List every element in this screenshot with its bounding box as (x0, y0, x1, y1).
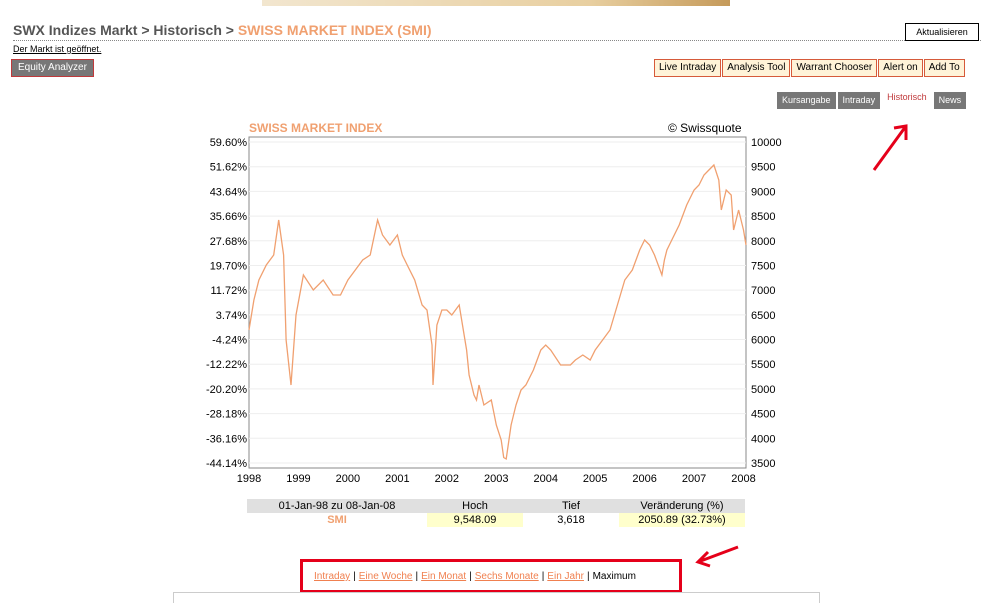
right-tick-label: 9000 (751, 186, 775, 198)
left-tick-label: 51.62% (210, 162, 248, 174)
right-tick-label: 5500 (751, 359, 775, 371)
x-tick-label: 2008 (731, 473, 755, 485)
right-tick-label: 6500 (751, 310, 775, 322)
tab-intraday[interactable]: Intraday (836, 91, 882, 110)
chart-source: © Swissquote (668, 121, 742, 135)
x-tick-label: 2005 (583, 473, 607, 485)
tab-kursangabe[interactable]: Kursangabe (776, 91, 837, 110)
col-high: Hoch (427, 499, 523, 513)
period-intraday[interactable]: Intraday (314, 571, 351, 582)
left-tick-label: -36.16% (206, 433, 247, 445)
low-value: 3,618 (557, 514, 585, 526)
alert-on-button[interactable]: Alert on (878, 59, 923, 77)
period-selector: Intraday | Eine Woche | Ein Monat | Sechs Mona… (300, 559, 682, 593)
x-tick-label: 2007 (682, 473, 706, 485)
tab-historisch[interactable]: Historisch (881, 91, 933, 104)
chart-title: SWISS MARKET INDEX (249, 121, 383, 135)
high-value: 9,548.09 (427, 513, 523, 527)
col-low: Tief (523, 499, 619, 513)
left-tick-label: -28.18% (206, 409, 247, 421)
view-tabs: Kursangabe Intraday Historisch News (776, 91, 968, 110)
left-tick-label: 19.70% (210, 260, 248, 272)
right-tick-label: 8500 (751, 211, 775, 223)
top-banner[interactable] (262, 0, 730, 6)
right-tick-label: 7500 (751, 260, 775, 272)
col-change: Veränderung (%) (619, 499, 745, 513)
left-tick-label: -12.22% (206, 359, 247, 371)
tab-news[interactable]: News (932, 91, 968, 110)
analysis-tool-button[interactable]: Analysis Tool (722, 59, 791, 77)
warrant-chooser-button[interactable]: Warrant Chooser (791, 59, 878, 77)
right-tick-label: 10000 (751, 137, 782, 149)
x-tick-label: 2001 (385, 473, 409, 485)
smi-series-line (248, 163, 747, 461)
add-to-button[interactable]: Add To (923, 59, 965, 77)
right-tick-label: 6000 (751, 335, 775, 347)
left-tick-label: 11.72% (211, 285, 248, 297)
left-tick-label: -20.20% (206, 384, 247, 396)
left-tick-label: -44.14% (206, 458, 247, 470)
period-maximum: Maximum (592, 571, 636, 582)
lower-panel (173, 592, 820, 603)
x-tick-label: 1998 (237, 473, 261, 485)
separator: | (353, 571, 356, 582)
period-six-months[interactable]: Sechs Monate (474, 571, 539, 582)
breadcrumb-current: SWISS MARKET INDEX (SMI) (237, 22, 432, 38)
separator: | (469, 571, 472, 582)
summary-row: SMI 9,548.09 3,618 2050.89 (32.73%) (247, 513, 745, 527)
market-status-link[interactable]: Der Markt ist geöffnet. (13, 44, 102, 54)
header-divider (13, 40, 981, 41)
index-name: SMI (327, 514, 347, 526)
x-tick-label: 2006 (632, 473, 656, 485)
tool-toolbar: Live Intraday Analysis Tool Warrant Choo… (653, 59, 965, 77)
right-tick-label: 9500 (751, 162, 775, 174)
x-tick-label: 2002 (435, 473, 459, 485)
right-tick-label: 7000 (751, 285, 775, 297)
right-tick-label: 3500 (751, 458, 775, 470)
summary-header-row: 01-Jan-98 zu 08-Jan-08 Hoch Tief Verände… (247, 499, 745, 513)
live-intraday-button[interactable]: Live Intraday (654, 59, 722, 77)
period-one-month[interactable]: Ein Monat (421, 571, 467, 582)
left-tick-label: 35.66% (210, 211, 248, 223)
right-tick-label: 4000 (751, 433, 775, 445)
left-tick-label: 59.60% (210, 137, 248, 149)
left-tick-label: -4.24% (212, 335, 247, 347)
change-value: 2050.89 (32.73%) (619, 513, 745, 527)
annotation-arrow-tab (868, 118, 918, 179)
smi-chart: 59.60% 10000 51.62% 9500 43.64% 9000 35.66% 850… (206, 136, 782, 485)
refresh-button[interactable]: Aktualisieren (905, 23, 979, 41)
left-tick-label: 27.68% (210, 236, 248, 248)
separator: | (586, 571, 590, 582)
period-one-year[interactable]: Ein Jahr (547, 571, 584, 582)
left-tick-label: 3.74% (216, 310, 247, 322)
breadcrumb: SWX Indizes Markt > Historisch > SWISS M… (13, 22, 432, 38)
period-one-week[interactable]: Eine Woche (358, 571, 413, 582)
annotation-arrow-periods (692, 544, 742, 575)
left-tick-label: 43.64% (210, 186, 248, 198)
right-tick-label: 8000 (751, 236, 775, 248)
right-tick-label: 4500 (751, 409, 775, 421)
x-tick-label: 2003 (484, 473, 508, 485)
separator: | (415, 571, 419, 582)
separator: | (541, 571, 545, 582)
breadcrumb-path: SWX Indizes Markt > Historisch > (13, 22, 238, 38)
summary-table: 01-Jan-98 zu 08-Jan-08 Hoch Tief Verände… (247, 499, 745, 527)
equity-analyzer-button[interactable]: Equity Analyzer (11, 59, 94, 77)
plot-area (248, 136, 747, 469)
x-tick-label: 1999 (286, 473, 310, 485)
x-tick-label: 2004 (533, 473, 557, 485)
x-tick-label: 2000 (336, 473, 360, 485)
date-range: 01-Jan-98 zu 08-Jan-08 (247, 499, 427, 513)
right-tick-label: 5000 (751, 384, 775, 396)
